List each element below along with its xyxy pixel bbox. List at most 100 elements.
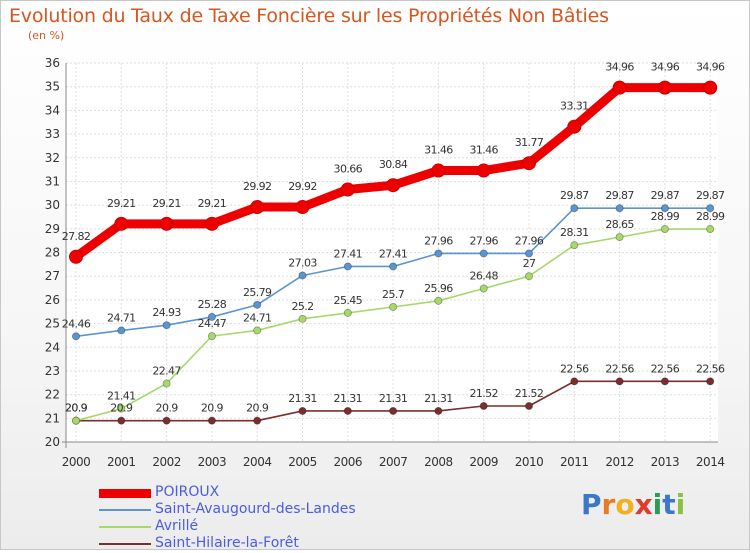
data-point: [615, 233, 624, 242]
data-point: [343, 262, 352, 271]
data-point: [615, 204, 624, 213]
y-tick-label: 20: [45, 435, 60, 449]
data-label: 22.47: [152, 364, 181, 377]
data-point: [298, 271, 307, 280]
data-label: 29.21: [107, 197, 136, 210]
data-label: 24.71: [107, 311, 136, 324]
data-label: 25.28: [198, 298, 227, 311]
y-tick-label: 23: [45, 364, 60, 378]
data-point: [434, 249, 443, 258]
data-point: [660, 204, 669, 213]
x-tick-label: 2004: [243, 455, 272, 469]
data-point: [706, 225, 715, 234]
data-label: 25.79: [243, 286, 272, 299]
y-tick-label: 33: [45, 127, 60, 141]
legend-label: POIROUX: [155, 484, 220, 500]
data-point: [570, 377, 579, 386]
data-label: 21.31: [379, 392, 408, 405]
data-label: 27.96: [424, 234, 453, 247]
y-tick-label: 32: [45, 151, 60, 165]
data-point: [660, 225, 669, 234]
data-label: 24.46: [62, 317, 91, 330]
data-label: 27.96: [515, 234, 544, 247]
data-point: [207, 416, 216, 425]
data-label: 24.71: [243, 311, 272, 324]
data-label: 29.87: [560, 189, 589, 202]
data-label: 21.31: [424, 392, 453, 405]
y-tick-label: 30: [45, 198, 60, 212]
data-label: 29.92: [243, 180, 272, 193]
y-tick-label: 29: [45, 222, 60, 236]
legend-swatch: [99, 488, 151, 498]
data-point: [434, 296, 443, 305]
data-point: [431, 163, 446, 178]
data-label: 31.46: [469, 144, 498, 157]
logo-letter: o: [615, 488, 635, 521]
data-label: 28.99: [651, 210, 680, 223]
y-tick-label: 25: [45, 317, 60, 331]
data-point: [162, 321, 171, 330]
data-label: 21.52: [515, 387, 544, 400]
data-point: [253, 416, 262, 425]
data-point: [162, 416, 171, 425]
data-label: 34.96: [696, 61, 725, 74]
line-chart: 20 21 22 23 24 25 26 27 28 29 30 31 32 33 34 35 36 2000 20…: [45, 56, 726, 469]
y-tick-label: 21: [45, 411, 60, 425]
data-label: 20.9: [65, 402, 88, 415]
data-point: [570, 204, 579, 213]
data-point: [615, 377, 624, 386]
data-label: 30.84: [379, 158, 408, 171]
data-point: [340, 182, 355, 197]
data-point: [660, 377, 669, 386]
data-point: [114, 216, 129, 231]
data-label: 28.31: [560, 226, 589, 239]
data-label: 27.41: [379, 247, 408, 260]
data-label: 21.41: [107, 390, 136, 403]
data-point: [476, 163, 491, 178]
data-label: 33.31: [560, 100, 589, 113]
x-tick-label: 2011: [560, 455, 589, 469]
data-label: 27.41: [334, 247, 363, 260]
x-tick-label: 2002: [152, 455, 181, 469]
data-label: 28.65: [605, 218, 634, 231]
data-label: 22.56: [696, 362, 725, 375]
data-point: [706, 204, 715, 213]
y-tick-label: 28: [45, 246, 60, 260]
data-point: [343, 406, 352, 415]
logo-letter: P: [581, 488, 602, 521]
data-point: [207, 312, 216, 321]
data-point: [117, 416, 126, 425]
data-point: [204, 216, 219, 231]
data-point: [389, 302, 398, 311]
data-point: [250, 200, 265, 215]
data-point: [69, 249, 83, 264]
x-tick-label: 2001: [107, 455, 136, 469]
data-label: 22.56: [605, 362, 634, 375]
data-label: 34.96: [651, 61, 680, 74]
data-label: 27: [523, 257, 536, 270]
data-label: 31.46: [424, 144, 453, 157]
data-label: 25.96: [424, 282, 453, 295]
data-label: 20.9: [246, 402, 269, 415]
data-label: 22.56: [560, 362, 589, 375]
data-point: [295, 200, 310, 215]
y-tick-label: 31: [45, 174, 60, 188]
data-point: [522, 156, 536, 171]
data-point: [525, 401, 534, 410]
x-tick-label: 2009: [469, 455, 498, 469]
x-tick-label: 2003: [198, 455, 227, 469]
x-tick-label: 2012: [605, 455, 634, 469]
x-tick-label: 2014: [696, 455, 725, 469]
data-label: 25.7: [382, 288, 405, 301]
logo-letter: t: [662, 488, 676, 521]
data-point: [703, 80, 718, 95]
data-point: [253, 326, 262, 335]
data-point: [434, 406, 443, 415]
data-point: [389, 262, 398, 271]
data-label: 29.21: [198, 197, 227, 210]
data-label: 24.93: [152, 306, 181, 319]
legend-label: Avrillé: [155, 518, 199, 534]
data-point: [117, 404, 126, 413]
logo-letter: x: [634, 488, 653, 521]
